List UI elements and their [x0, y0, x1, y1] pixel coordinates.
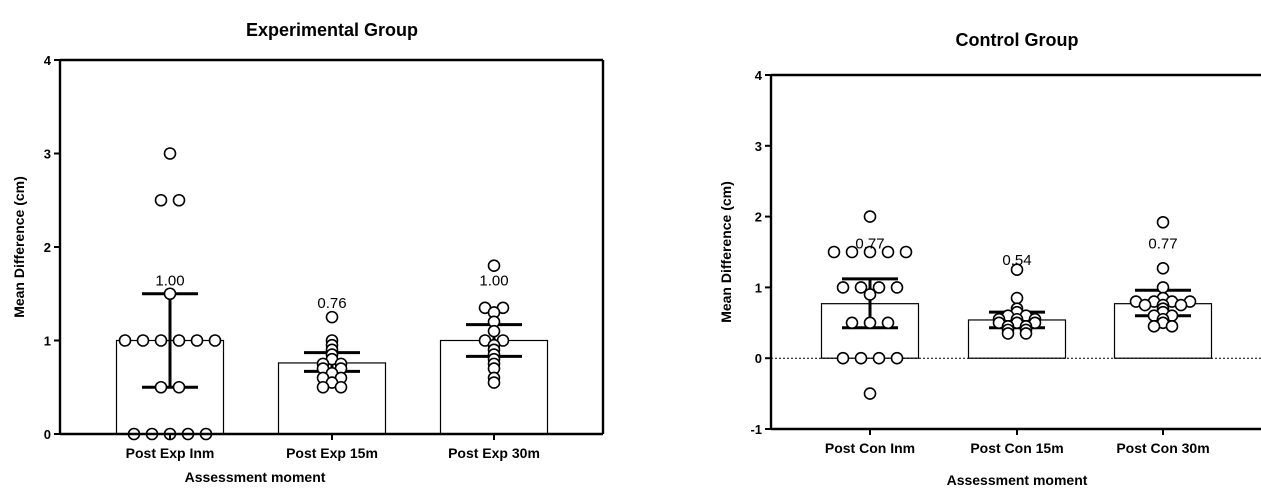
data-label: 1.00	[155, 273, 184, 290]
data-point	[172, 334, 186, 347]
data-point	[1147, 320, 1161, 333]
data-point	[136, 334, 150, 347]
category-label: Post Con 15m	[970, 440, 1063, 456]
data-point	[1156, 281, 1170, 294]
y-tick-label: 0	[755, 351, 762, 366]
data-point	[1174, 298, 1188, 312]
data-point	[836, 281, 850, 294]
data-point	[881, 245, 895, 259]
category-label: Post Con Inm	[825, 440, 915, 456]
data-label: 0.54	[1002, 252, 1031, 269]
y-tick-label: 2	[44, 240, 51, 255]
chart-title: Control Group	[956, 30, 1079, 50]
data-point	[118, 334, 132, 347]
y-tick-label: 0	[44, 427, 51, 442]
data-point	[316, 380, 330, 394]
data-point	[1156, 261, 1170, 275]
data-point	[1156, 215, 1170, 229]
data-point	[836, 351, 850, 365]
data-point	[1001, 327, 1015, 340]
data-point	[190, 334, 204, 347]
data-point	[863, 210, 877, 223]
data-point	[1165, 320, 1179, 333]
data-point	[1019, 327, 1033, 340]
data-point	[154, 334, 168, 347]
data-point	[899, 245, 913, 259]
data-label: 0.76	[317, 295, 346, 312]
data-point	[163, 147, 177, 160]
data-point	[154, 193, 168, 207]
data-point	[881, 316, 895, 330]
category-label: Post Exp 15m	[286, 445, 378, 461]
y-tick-label: 4	[44, 53, 52, 68]
data-point	[890, 281, 904, 294]
y-tick-label: 1	[755, 280, 762, 295]
data-point	[208, 334, 222, 347]
data-label: 0.77	[1148, 236, 1177, 253]
data-point	[1138, 298, 1152, 312]
data-point	[154, 380, 168, 394]
data-point	[827, 245, 841, 259]
data-point	[872, 351, 886, 365]
data-label: 0.77	[855, 236, 884, 253]
data-point	[334, 380, 348, 394]
data-point	[845, 245, 859, 259]
data-point	[845, 316, 859, 330]
y-tick-label: 4	[755, 68, 763, 83]
data-point	[172, 193, 186, 207]
data-point	[487, 324, 501, 338]
data-point	[172, 380, 186, 394]
y-axis-label: Mean Difference (cm)	[11, 176, 27, 318]
control-group-chart: Control Group Assessment moment Mean Dif…	[718, 30, 1261, 488]
data-point	[890, 351, 904, 365]
y-tick-label: 2	[755, 210, 762, 225]
category-label: Post Con 30m	[1116, 440, 1209, 456]
data-point	[872, 281, 886, 294]
data-point	[863, 288, 877, 301]
data-point	[325, 310, 339, 324]
y-tick-label: -1	[750, 422, 762, 437]
data-point	[487, 376, 501, 389]
data-point	[863, 387, 877, 400]
data-point	[1010, 291, 1024, 305]
data-point	[863, 245, 877, 259]
chart-title: Experimental Group	[246, 20, 418, 40]
x-axis-label: Assessment moment	[185, 469, 326, 485]
x-axis-label: Assessment moment	[947, 472, 1088, 488]
data-point	[1010, 263, 1024, 277]
y-tick-label: 3	[755, 139, 762, 154]
data-label: 1.00	[479, 273, 508, 290]
data-point	[854, 351, 868, 365]
y-axis-label: Mean Difference (cm)	[718, 181, 734, 323]
data-point	[163, 287, 177, 301]
y-tick-label: 3	[44, 147, 51, 162]
data-point	[487, 259, 501, 273]
category-label: Post Exp Inm	[126, 445, 215, 461]
data-point	[854, 281, 868, 294]
experimental-group-chart: Experimental Group Assessment moment Mea…	[11, 20, 605, 485]
category-label: Post Exp 30m	[448, 445, 540, 461]
data-point	[863, 316, 877, 330]
y-tick-label: 1	[44, 334, 51, 349]
